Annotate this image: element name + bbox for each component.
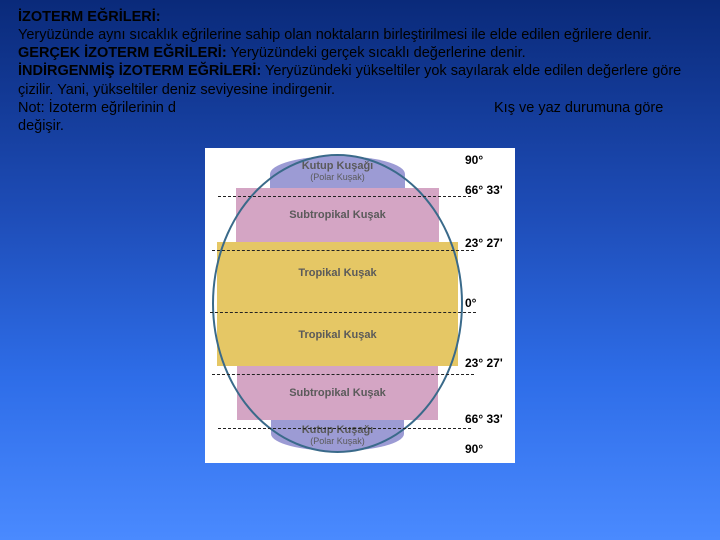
zone-label: Subtropikal Kuşak: [289, 387, 386, 399]
latitude-line: [210, 312, 476, 313]
latitude-line: [218, 428, 471, 429]
zone-band: Kutup Kuşağı(Polar Kuşak): [270, 156, 404, 188]
para-note-left: Not: İzoterm eğrilerinin d: [18, 100, 176, 116]
zone-band: Tropikal Kuşak: [217, 242, 457, 304]
climate-zones-diagram: Kutup Kuşağı(Polar Kuşak) Subtropikal Kuş…: [205, 148, 515, 463]
latitude-label: 23° 27': [465, 356, 503, 370]
para-izoterm: Yeryüzünde aynı sıcaklık eğrilerine sahi…: [18, 26, 702, 44]
latitude-line: [218, 196, 471, 197]
zone-label: Tropikal Kuşak: [298, 267, 376, 279]
latitude-label: 66° 33': [465, 183, 503, 197]
zone-band: Tropikal Kuşak: [217, 304, 457, 366]
heading-gercek: GERÇEK İZOTERM EĞRİLERİ:: [18, 45, 227, 61]
zone-label: Tropikal Kuşak: [298, 329, 376, 341]
latitude-line: [212, 250, 474, 251]
latitude-label: 66° 33': [465, 412, 503, 426]
zone-band: Kutup Kuşağı(Polar Kuşak): [271, 420, 404, 451]
latitude-label: 23° 27': [465, 236, 503, 250]
latitude-label: 90°: [465, 442, 483, 456]
latitude-line: [212, 374, 474, 375]
zone-label: Subtropikal Kuşak: [289, 209, 386, 221]
para-gercek: Yeryüzündeki gerçek sıcaklı değerlerine …: [227, 45, 526, 61]
zone-label: Kutup Kuşağı(Polar Kuşak): [302, 161, 374, 183]
latitude-label: 90°: [465, 153, 483, 167]
latitude-label: 0°: [465, 296, 476, 310]
heading-izoterm: İZOTERM EĞRİLERİ:: [18, 9, 161, 25]
heading-indirgenmis: İNDİRGENMİŞ İZOTERM EĞRİLERİ:: [18, 63, 261, 79]
